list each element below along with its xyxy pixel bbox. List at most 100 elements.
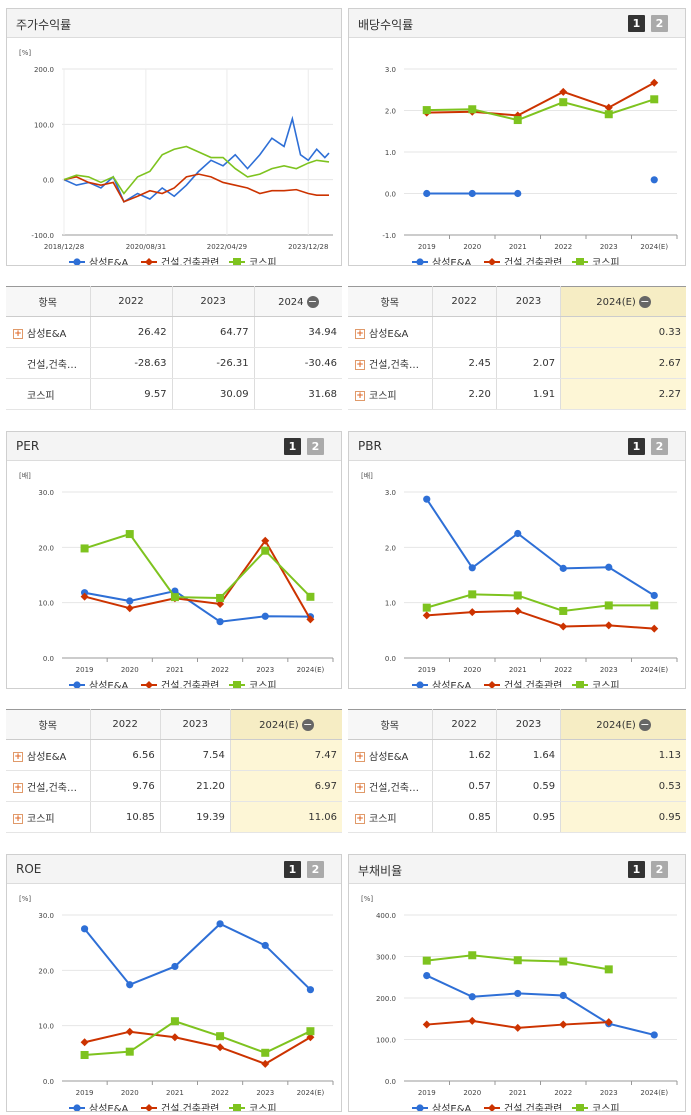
column-header: 2022	[89, 709, 161, 740]
row-label-cell: + 코스피	[348, 378, 432, 410]
collapse-icon[interactable]: −	[638, 294, 651, 308]
debt-ratio-chart: [%] 400.0 300.0 200.0 100.0 0.0 2019 2020 2021 20…	[361, 895, 678, 1111]
expand-icon[interactable]: +	[355, 328, 365, 339]
expand-icon[interactable]: +	[355, 359, 365, 370]
column-header-label: 2023	[182, 719, 208, 730]
expand-icon[interactable]: +	[13, 782, 23, 793]
data-point	[422, 603, 431, 612]
data-point	[514, 189, 522, 198]
collapse-icon[interactable]: −	[301, 717, 314, 731]
view-2-button[interactable]: 2	[307, 438, 324, 455]
y-tick-label: 0.0	[43, 655, 54, 663]
x-tick-label: 2019	[418, 1089, 436, 1097]
data-point	[468, 951, 477, 960]
view-1-button[interactable]: 1	[628, 861, 645, 878]
column-header-label: 2023	[515, 296, 542, 307]
column-header: 항목	[6, 286, 90, 317]
column-header: 항목	[6, 709, 90, 740]
table-row: + 삼성E&A 1.62 1.64 1.13	[348, 739, 686, 771]
data-point	[306, 1027, 315, 1036]
data-point	[80, 925, 89, 933]
panel-title: 배당수익률	[358, 18, 414, 32]
expand-icon[interactable]: +	[355, 782, 365, 793]
panel-header: 부채비율 1 2	[349, 855, 685, 884]
view-2-button[interactable]: 2	[651, 15, 668, 32]
expand-icon[interactable]: +	[13, 328, 23, 339]
column-header: 2024(E) −	[560, 709, 686, 740]
view-1-button[interactable]: 1	[628, 15, 645, 32]
series-line	[84, 589, 311, 623]
legend-label: 삼성E&A	[432, 1103, 472, 1111]
column-header-label: 2024(E)	[259, 719, 299, 731]
legend-label: 삼성E&A	[432, 680, 472, 688]
expand-icon[interactable]: +	[355, 751, 365, 762]
pbr-table: 항목 2022 2023 2024(E) − + 삼성E&A 1.62 1.64 1.13 + 건설,…	[348, 709, 686, 833]
y-tick-label: 300.0	[376, 954, 396, 962]
row-label: 코스피	[27, 813, 55, 825]
view-1-button[interactable]: 1	[284, 438, 301, 455]
series-line	[426, 609, 655, 630]
expand-icon[interactable]: +	[13, 751, 23, 762]
expand-icon[interactable]: +	[355, 390, 365, 401]
value-cell: 2.45	[431, 347, 497, 379]
data-point	[576, 1104, 584, 1111]
view-1-button[interactable]: 1	[628, 438, 645, 455]
data-point	[125, 1027, 134, 1036]
column-header-label: 2024(E)	[596, 296, 636, 308]
legend-label: 건설,건축관련	[504, 257, 562, 265]
series-line	[84, 1030, 311, 1065]
legend: 삼성E&A 건설,건축관련 코스피	[412, 680, 620, 688]
data-point	[559, 87, 568, 96]
expand-icon[interactable]: +	[13, 813, 23, 824]
data-point	[650, 601, 659, 610]
series-line	[63, 115, 330, 203]
x-tick-label: 2022	[211, 666, 229, 674]
data-point	[73, 258, 81, 265]
data-point	[422, 1020, 431, 1029]
panel-header: 배당수익률 1 2	[349, 9, 685, 38]
data-point	[514, 529, 522, 538]
legend-label: 삼성E&A	[432, 257, 472, 265]
row-label-cell: + 삼성E&A	[348, 316, 432, 348]
data-point	[468, 608, 477, 617]
row-label-cell: + 건설,건축…	[348, 347, 432, 379]
collapse-icon[interactable]: −	[638, 717, 651, 731]
unit-label: [배]	[361, 471, 373, 480]
data-point	[216, 920, 224, 928]
column-header-label: 2024(E)	[596, 719, 636, 731]
row-label: 삼성E&A	[27, 328, 67, 340]
data-point	[559, 622, 568, 631]
view-2-button[interactable]: 2	[651, 861, 668, 878]
unit-label: [%]	[361, 895, 373, 903]
data-point	[80, 1050, 89, 1059]
data-point	[306, 1033, 315, 1042]
view-2-button[interactable]: 2	[651, 438, 668, 455]
data-point	[416, 258, 424, 265]
value-cell: 1.13	[560, 739, 686, 771]
data-point	[233, 258, 241, 265]
legend-label: 코스피	[592, 680, 620, 688]
y-tick-label: 10.0	[38, 600, 54, 608]
y-tick-label: 0.0	[385, 1078, 396, 1086]
collapse-icon[interactable]: −	[306, 294, 319, 308]
view-1-button[interactable]: 1	[284, 861, 301, 878]
data-point	[559, 957, 568, 966]
data-point	[559, 564, 567, 572]
data-point	[126, 981, 134, 989]
y-tick-label: 0.0	[43, 1078, 54, 1086]
x-tick-label: 2023/12/28	[288, 243, 328, 251]
x-tick-label: 2019	[76, 1089, 94, 1097]
data-point	[604, 621, 613, 630]
column-header-label: 2023	[515, 719, 542, 730]
x-tick-label: 2023	[256, 666, 274, 674]
expand-icon[interactable]: +	[355, 813, 365, 824]
data-point	[604, 103, 613, 112]
series-line	[63, 145, 330, 195]
column-header-label: 2022	[112, 719, 138, 730]
pbr-chart: [배] 3.0 2.0 1.0 0.0 2019 2020 2021 2022 2023 2024(…	[361, 471, 678, 688]
data-point	[488, 1104, 496, 1111]
column-header: 2023	[495, 286, 561, 317]
x-tick-label: 2023	[600, 243, 618, 251]
view-2-button[interactable]: 2	[307, 861, 324, 878]
column-header-label: 2022	[451, 719, 477, 730]
